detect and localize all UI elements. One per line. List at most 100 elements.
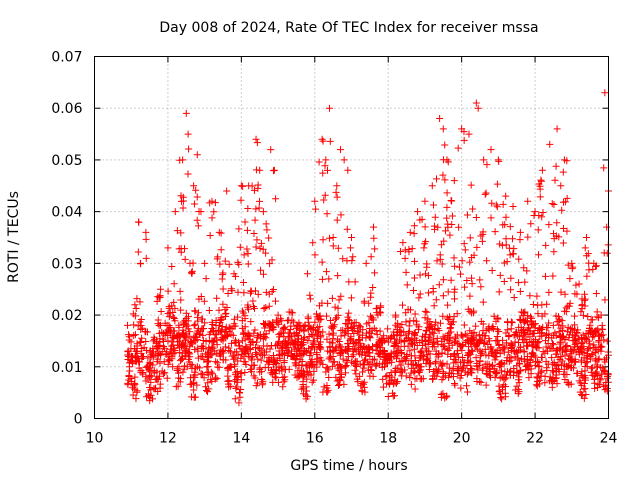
- data-point: [227, 339, 235, 347]
- data-point: [415, 323, 423, 331]
- data-point: [193, 216, 201, 224]
- data-point: [311, 318, 319, 326]
- data-point: [155, 349, 163, 357]
- data-point: [274, 311, 282, 319]
- data-point: [437, 361, 445, 369]
- data-point: [190, 200, 198, 208]
- data-point: [573, 369, 581, 377]
- data-point: [337, 211, 345, 219]
- data-point: [178, 353, 186, 361]
- data-point: [495, 341, 503, 349]
- data-point: [367, 289, 375, 297]
- data-point: [187, 269, 195, 277]
- data-point: [423, 355, 431, 363]
- data-point: [193, 363, 201, 371]
- data-point: [448, 197, 456, 205]
- data-point: [144, 354, 152, 362]
- data-point: [129, 310, 137, 318]
- data-point: [337, 332, 345, 340]
- data-point: [284, 343, 292, 351]
- data-point: [461, 330, 469, 338]
- data-point: [327, 323, 335, 331]
- data-point: [253, 334, 261, 342]
- data-point: [161, 319, 169, 327]
- data-point: [465, 343, 473, 351]
- data-point: [124, 321, 132, 329]
- data-point: [337, 373, 345, 381]
- data-point: [577, 391, 585, 399]
- data-point: [216, 260, 224, 268]
- data-point: [439, 359, 447, 367]
- data-point: [236, 393, 244, 401]
- data-point: [130, 331, 138, 339]
- data-point: [425, 366, 433, 374]
- data-point: [237, 386, 245, 394]
- data-point: [313, 351, 321, 359]
- data-point: [200, 374, 208, 382]
- data-point: [137, 260, 145, 268]
- data-point: [133, 342, 141, 350]
- data-point: [160, 370, 168, 378]
- data-point: [584, 345, 592, 353]
- data-point: [379, 383, 387, 391]
- data-point: [467, 357, 475, 365]
- data-point: [264, 364, 272, 372]
- data-point: [473, 362, 481, 370]
- data-point: [382, 380, 390, 388]
- data-point: [136, 298, 144, 306]
- data-point: [225, 323, 233, 331]
- data-point: [344, 313, 352, 321]
- data-point: [225, 344, 233, 352]
- data-point: [298, 385, 306, 393]
- data-point: [421, 197, 429, 205]
- data-point: [299, 381, 307, 389]
- data-point: [410, 345, 418, 353]
- data-point: [410, 274, 418, 282]
- data-point: [521, 329, 529, 337]
- data-point: [271, 373, 279, 381]
- data-point: [578, 356, 586, 364]
- data-point: [533, 358, 541, 365]
- data-point: [205, 306, 213, 314]
- data-point: [469, 205, 477, 213]
- data-point: [444, 316, 452, 324]
- data-point: [479, 230, 487, 238]
- data-point: [370, 234, 378, 242]
- data-point: [431, 367, 439, 375]
- data-point: [157, 307, 165, 315]
- data-point: [559, 326, 567, 334]
- data-point: [323, 382, 331, 390]
- data-point: [367, 253, 375, 261]
- data-point: [285, 308, 293, 316]
- data-point: [583, 358, 591, 366]
- data-point: [257, 239, 265, 247]
- data-point: [222, 309, 230, 317]
- data-point: [279, 325, 287, 333]
- data-point: [601, 296, 609, 304]
- data-point: [578, 367, 586, 375]
- data-point: [235, 225, 243, 233]
- data-point: [534, 226, 542, 234]
- data-point: [466, 292, 474, 300]
- data-point: [562, 308, 570, 316]
- data-point: [507, 318, 515, 326]
- data-point: [140, 344, 148, 352]
- data-point: [339, 255, 347, 263]
- data-point: [510, 293, 518, 301]
- data-point: [270, 167, 278, 175]
- data-point: [267, 356, 275, 364]
- data-point: [443, 314, 451, 322]
- data-point: [376, 303, 384, 311]
- data-point: [536, 193, 544, 201]
- data-point: [249, 297, 257, 305]
- data-point: [431, 359, 439, 367]
- data-point: [564, 379, 572, 387]
- data-point: [402, 268, 410, 276]
- data-point: [124, 348, 132, 356]
- data-point: [350, 319, 358, 327]
- data-point: [199, 331, 207, 339]
- data-point: [203, 363, 211, 371]
- data-point: [521, 308, 529, 316]
- data-point: [560, 225, 568, 233]
